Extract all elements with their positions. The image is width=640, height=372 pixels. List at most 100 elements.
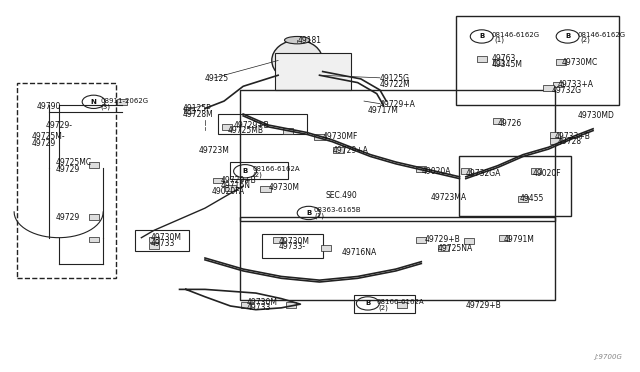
Text: 49729+B: 49729+B (466, 301, 502, 311)
Bar (550, 132, 560, 138)
Bar (117, 99, 127, 105)
Text: 49730MD: 49730MD (577, 111, 614, 121)
Text: 49729+A: 49729+A (380, 100, 416, 109)
Text: 49717M: 49717M (367, 106, 398, 115)
Text: 08146-6162G: 08146-6162G (577, 32, 625, 38)
Text: 49730M: 49730M (278, 237, 309, 246)
Bar (149, 237, 159, 243)
Bar (531, 168, 541, 174)
Text: 49729+B: 49729+B (221, 176, 257, 185)
Bar (321, 245, 331, 251)
Text: 49723MA: 49723MA (431, 193, 467, 202)
Bar (553, 81, 563, 87)
Text: 49733: 49733 (246, 303, 271, 312)
Text: 49730MF: 49730MF (323, 132, 358, 141)
Text: 08166-6162A: 08166-6162A (377, 299, 424, 305)
Bar (543, 85, 554, 91)
Bar (225, 185, 236, 191)
Bar (283, 128, 292, 134)
Text: B: B (479, 33, 484, 39)
Text: 49733-: 49733- (278, 243, 305, 251)
Bar (212, 177, 223, 183)
Bar (184, 108, 194, 113)
Text: 49125P: 49125P (182, 104, 211, 113)
Ellipse shape (272, 40, 323, 81)
Text: B: B (243, 168, 248, 174)
Bar (222, 124, 232, 130)
Text: 49729+B: 49729+B (234, 121, 269, 129)
Text: 08363-6165B: 08363-6165B (313, 207, 361, 213)
Bar (286, 302, 296, 308)
Bar (230, 162, 288, 179)
Bar (477, 56, 487, 62)
Bar (88, 237, 99, 243)
Text: 49733: 49733 (151, 239, 175, 248)
Text: 49730M: 49730M (151, 233, 182, 242)
Text: 49725M-: 49725M- (32, 132, 65, 141)
Bar (355, 295, 415, 313)
Bar (17, 83, 116, 278)
Ellipse shape (285, 36, 310, 44)
Text: 49181: 49181 (297, 36, 321, 45)
Bar (314, 134, 324, 140)
Text: 49729-: 49729- (46, 121, 73, 129)
Text: 49723M: 49723M (198, 147, 230, 155)
Bar (416, 166, 426, 172)
Bar (275, 53, 351, 90)
Text: 49726: 49726 (498, 119, 522, 128)
Text: 49729: 49729 (56, 165, 80, 174)
Bar (241, 302, 252, 308)
Text: 49728: 49728 (558, 137, 582, 146)
Text: 49125: 49125 (205, 74, 229, 83)
Bar (262, 234, 323, 258)
Text: 49763: 49763 (492, 54, 516, 63)
Text: 49345M: 49345M (492, 60, 522, 69)
Bar (135, 230, 189, 251)
Text: 49716N: 49716N (221, 182, 251, 190)
Text: 08166-6162A: 08166-6162A (253, 166, 300, 172)
Bar (550, 138, 560, 144)
Text: 49125G: 49125G (380, 74, 410, 83)
Text: 49733+A: 49733+A (558, 80, 594, 89)
Text: 49020FA: 49020FA (211, 187, 244, 196)
Text: 49725MB: 49725MB (227, 126, 263, 135)
Text: 49732G: 49732G (552, 86, 582, 94)
Text: (2): (2) (378, 305, 388, 311)
Text: 49455: 49455 (520, 195, 544, 203)
Text: B: B (306, 210, 311, 216)
Text: (2): (2) (580, 37, 590, 44)
Text: 08911-2062G: 08911-2062G (100, 98, 148, 104)
Text: N: N (91, 99, 97, 105)
Text: 49725NA: 49725NA (437, 244, 472, 253)
Text: 49020F: 49020F (532, 169, 561, 177)
Text: 49728M: 49728M (182, 109, 214, 119)
Text: 49729: 49729 (32, 139, 56, 148)
Bar (260, 186, 271, 192)
Text: (1): (1) (495, 37, 504, 44)
Text: J:9700G: J:9700G (594, 353, 621, 359)
Bar (240, 90, 555, 221)
Bar (273, 237, 284, 243)
Text: (2): (2) (253, 171, 262, 178)
Text: (3): (3) (100, 103, 110, 110)
Bar (493, 118, 503, 124)
Bar (397, 302, 407, 308)
Text: 49729+B: 49729+B (424, 235, 460, 244)
Bar (518, 196, 528, 202)
Text: 49730M: 49730M (246, 298, 277, 307)
Bar (499, 235, 509, 241)
Bar (460, 157, 571, 215)
Bar (240, 217, 555, 301)
Text: 49732GA: 49732GA (466, 169, 501, 177)
Bar (149, 243, 159, 249)
Text: 49730M: 49730M (269, 183, 300, 192)
Bar (333, 147, 344, 153)
Bar (556, 60, 566, 65)
Bar (416, 237, 426, 243)
Text: 49020A: 49020A (421, 167, 451, 176)
Text: 49722M: 49722M (380, 80, 411, 89)
Bar (88, 162, 99, 168)
Bar (493, 60, 503, 65)
Bar (438, 245, 449, 251)
Bar (461, 168, 471, 174)
